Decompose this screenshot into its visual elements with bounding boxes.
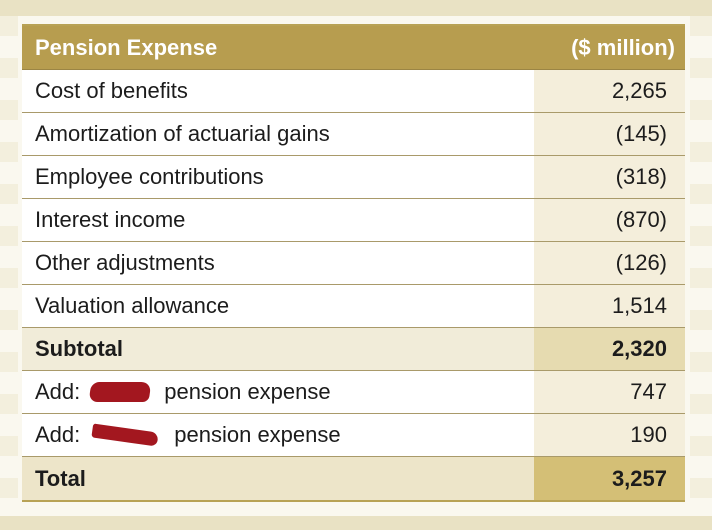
add-prefix: Add:: [35, 379, 81, 404]
row-value: (126): [534, 242, 685, 284]
subtotal-value: 2,320: [534, 328, 685, 370]
table-row: Add: pension expense 747: [22, 371, 685, 414]
row-label: Valuation allowance: [35, 293, 230, 318]
row-value: 1,514: [534, 285, 685, 327]
add-row-label: Add: pension expense: [22, 371, 534, 413]
table-row: Add: pension expense 190: [22, 414, 685, 457]
row-value: (870): [534, 199, 685, 241]
header-unit: ($ million): [571, 34, 675, 60]
add-suffix: pension expense: [174, 422, 341, 447]
total-label: Total: [22, 457, 534, 500]
background-band-top: [0, 0, 712, 16]
table-row: Other adjustments (126): [22, 242, 685, 285]
header-label: Pension Expense: [35, 34, 218, 60]
table-row: Employee contributions (318): [22, 156, 685, 199]
subtotal-label: Subtotal: [22, 328, 534, 370]
redaction-mark: [88, 382, 152, 402]
row-value: 747: [534, 371, 685, 413]
table-row: Amortization of actuarial gains (145): [22, 113, 685, 156]
row-label: Interest income: [35, 207, 186, 232]
background-left-stripes: [0, 16, 18, 516]
subtotal-row: Subtotal 2,320: [22, 328, 685, 371]
add-row-label: Add: pension expense: [22, 414, 534, 456]
row-label: Other adjustments: [35, 250, 215, 275]
table-row: Valuation allowance 1,514: [22, 285, 685, 328]
row-label: Amortization of actuarial gains: [35, 121, 330, 146]
total-row: Total 3,257: [22, 457, 685, 500]
add-prefix: Add:: [35, 422, 81, 447]
total-value: 3,257: [534, 457, 685, 500]
row-value: 190: [534, 414, 685, 456]
row-label: Cost of benefits: [35, 78, 188, 103]
row-value: (145): [534, 113, 685, 155]
background-band-bottom: [0, 516, 712, 530]
add-suffix: pension expense: [164, 379, 331, 404]
pension-expense-table: Pension Expense ($ million) Cost of bene…: [22, 24, 685, 502]
row-label: Employee contributions: [35, 164, 264, 189]
background-right-stripes: [690, 16, 712, 516]
table-row: Cost of benefits 2,265: [22, 70, 685, 113]
row-value: 2,265: [534, 70, 685, 112]
row-value: (318): [534, 156, 685, 198]
redaction-mark: [91, 423, 159, 447]
table-row: Interest income (870): [22, 199, 685, 242]
table-header-row: Pension Expense ($ million): [22, 26, 685, 70]
